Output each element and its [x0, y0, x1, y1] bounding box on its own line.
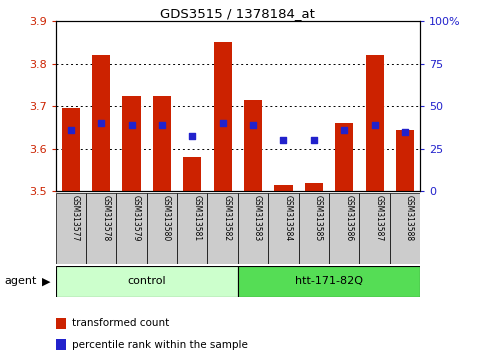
Bar	[86, 193, 116, 264]
Point	[128, 122, 135, 128]
Bar	[56, 266, 238, 297]
Bar	[153, 96, 171, 191]
Bar	[213, 42, 232, 191]
Text: GSM313583: GSM313583	[253, 195, 262, 241]
Point	[310, 137, 318, 143]
Point	[188, 133, 196, 139]
Text: htt-171-82Q: htt-171-82Q	[295, 276, 363, 286]
Point	[249, 122, 257, 128]
Bar	[390, 193, 420, 264]
Point	[401, 129, 409, 135]
Text: control: control	[128, 276, 166, 286]
Text: GSM313578: GSM313578	[101, 195, 110, 241]
Point	[67, 127, 74, 132]
Bar	[177, 193, 208, 264]
Bar	[56, 193, 86, 264]
Bar	[305, 183, 323, 191]
Text: GSM313581: GSM313581	[192, 195, 201, 241]
Text: GSM313580: GSM313580	[162, 195, 171, 241]
Bar	[116, 193, 147, 264]
Bar	[238, 193, 268, 264]
Text: agent: agent	[5, 276, 37, 286]
Point	[97, 120, 105, 126]
Text: GSM313579: GSM313579	[131, 195, 141, 241]
Bar	[122, 96, 141, 191]
Bar	[274, 185, 293, 191]
Bar	[359, 193, 390, 264]
Bar	[268, 193, 298, 264]
Point	[158, 122, 166, 128]
Text: GSM313577: GSM313577	[71, 195, 80, 241]
Bar	[329, 193, 359, 264]
Text: GSM313588: GSM313588	[405, 195, 414, 241]
Bar	[298, 193, 329, 264]
Bar	[62, 108, 80, 191]
Text: GSM313586: GSM313586	[344, 195, 353, 241]
Text: GSM313582: GSM313582	[223, 195, 232, 241]
Bar	[208, 193, 238, 264]
Text: ▶: ▶	[42, 276, 50, 286]
Text: GSM313587: GSM313587	[375, 195, 384, 241]
Text: GSM313585: GSM313585	[314, 195, 323, 241]
Bar	[147, 193, 177, 264]
Title: GDS3515 / 1378184_at: GDS3515 / 1378184_at	[160, 7, 315, 20]
Point	[219, 120, 227, 126]
Text: transformed count: transformed count	[72, 318, 169, 329]
Bar	[396, 130, 414, 191]
Bar	[335, 123, 354, 191]
Text: percentile rank within the sample: percentile rank within the sample	[72, 339, 248, 350]
Bar	[244, 100, 262, 191]
Text: GSM313584: GSM313584	[284, 195, 293, 241]
Bar	[238, 266, 420, 297]
Bar	[92, 55, 110, 191]
Bar	[366, 55, 384, 191]
Point	[341, 127, 348, 132]
Bar	[183, 157, 201, 191]
Point	[280, 137, 287, 143]
Point	[371, 122, 379, 128]
